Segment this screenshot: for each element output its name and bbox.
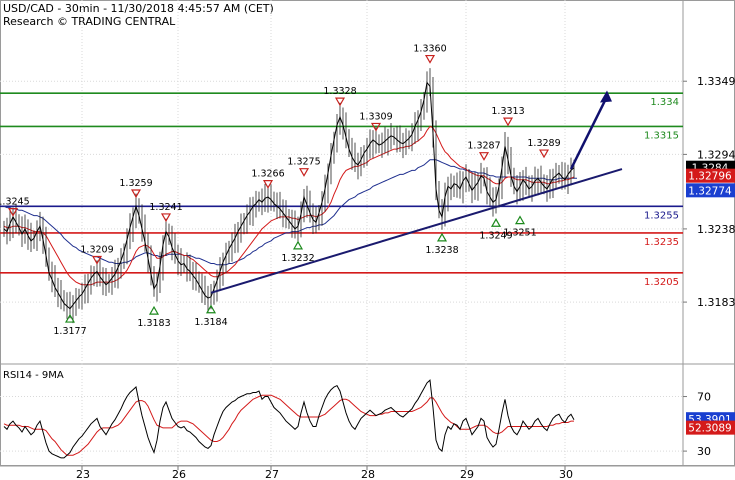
pivot-high-marker [334,97,346,107]
pivot-high-marker [262,180,274,189]
rsi-gridlines [0,364,683,466]
y-tick-label: 1.3294 [697,148,735,161]
forecast-arrowhead [600,90,612,103]
pivot-low-marker [205,304,217,314]
pivot-high-marker [298,168,310,177]
rsi-line [3,379,575,459]
price-axis: 1.33491.32941.32381.31831.32841.327961.3… [683,75,735,458]
pivot-high-label: 1.3360 [413,44,446,55]
level-label: 1.3205 [644,277,679,288]
pivot-low-label: 1.3238 [425,245,458,256]
support-trendline [210,168,623,294]
x-tick-label: 23 [76,468,90,480]
pivot-low-marker [514,215,526,225]
pivot-low-marker [148,305,160,315]
price-badge-label: 1.32796 [688,171,732,183]
pivot-high-label: 1.3241 [149,202,182,213]
pivot-high-marker [424,54,436,64]
pivot-high-label: 1.3309 [359,111,392,122]
pivot-high-label: 1.3328 [323,86,356,97]
pivot-low-marker [436,232,448,242]
pivot-high-marker [478,152,490,161]
price-badge [686,168,735,183]
pivot-high-label: 1.3245 [0,197,30,208]
x-tick-label: 29 [460,468,474,480]
rsi-y-tick-label: 30 [697,445,711,458]
pivot-high-label: 1.3275 [287,157,320,168]
rsi-badge [686,420,735,435]
pivot-low-label: 1.3251 [503,228,536,239]
pivot-high-label: 1.3313 [491,106,524,117]
price-badge [686,183,735,198]
pivot-low-label: 1.3232 [281,253,314,264]
price-line [3,81,575,310]
y-tick-label: 1.3349 [697,75,735,88]
pivot-low-label: 1.3184 [194,317,227,328]
pivot-high-marker [7,207,19,217]
pivot-low-label: 1.3177 [53,326,86,337]
pivot-high-label: 1.3289 [527,138,560,149]
x-tick-label: 26 [172,468,186,480]
time-axis: 23 26 27 28 29 30 [76,466,573,480]
x-tick-label: 30 [559,468,573,480]
level-label: 1.3255 [644,210,679,221]
main-gridlines [0,0,683,364]
pivot-high-label: 1.3209 [80,244,113,255]
pivot-high-marker [130,189,142,199]
chart-subtitle: Research © TRADING CENTRAL [3,15,176,28]
pivot-high-marker [502,117,514,127]
pivot-high-marker [538,149,550,159]
pivot-high-marker [91,255,103,265]
pivot-low-marker [64,313,76,323]
forecast-arrow [569,95,609,170]
pivot-low-marker [292,240,304,250]
y-tick-label: 1.3183 [697,296,735,309]
rsi-badge-label: 52.3089 [688,423,731,435]
pivot-high-label: 1.3266 [251,169,284,180]
pivot-low-label: 1.3183 [137,318,170,329]
rsi-title: RSI14 - 9MA [3,370,64,381]
price-badge-label: 1.32774 [688,185,732,197]
rsi-panel: RSI14 - 9MA [3,370,575,459]
chart-title: USD/CAD - 30min - 11/30/2018 4:45:57 AM … [3,2,274,15]
trendline-group [210,90,623,294]
x-tick-label: 27 [265,468,279,480]
pivot-low-marker [490,218,502,227]
pivot-high-marker [370,122,382,132]
pivot-high-label: 1.3287 [467,141,500,152]
horizontal-levels: 1.334 1.3315 1.3255 1.3235 1.3205 [0,92,683,288]
level-label: 1.3315 [644,130,679,141]
level-label: 1.3235 [644,237,679,248]
pivot-low-label: 1.3249 [479,230,512,241]
level-label: 1.334 [650,97,679,108]
x-tick-label: 28 [361,468,375,480]
pivot-high-label: 1.3259 [119,178,152,189]
y-tick-label: 1.3238 [697,223,735,236]
rsi-y-tick-label: 70 [697,391,711,404]
pivot-high-marker [160,213,172,223]
